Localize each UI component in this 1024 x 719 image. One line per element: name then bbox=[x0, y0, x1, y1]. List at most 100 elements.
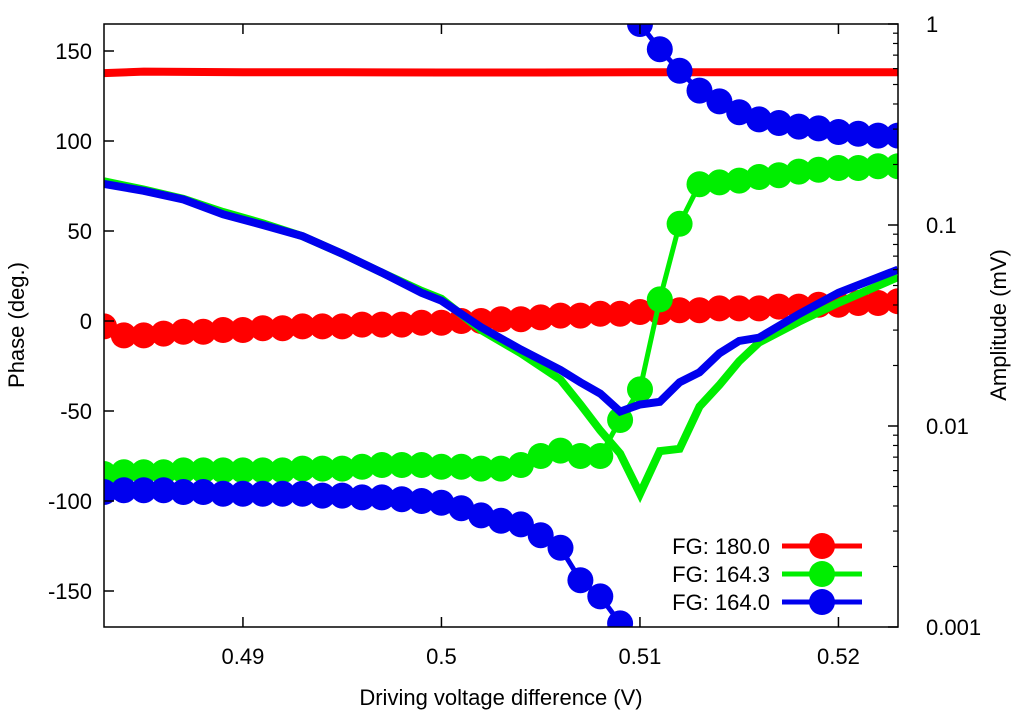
phase-point-series-2 bbox=[170, 457, 197, 484]
y-tick-label: -50 bbox=[60, 399, 92, 424]
y2-tick-label: 0.001 bbox=[926, 615, 981, 640]
phase-point-series-1 bbox=[507, 306, 534, 333]
phase-point-series-1 bbox=[726, 295, 753, 322]
phase-point-series-1 bbox=[607, 300, 634, 327]
phase-point-series-3 bbox=[269, 480, 296, 507]
phase-point-series-3 bbox=[170, 479, 197, 505]
phase-point-series-3 bbox=[865, 122, 892, 149]
phase-point-series-1 bbox=[488, 306, 514, 333]
x-tick-label: 0.51 bbox=[619, 644, 662, 669]
phase-point-series-2 bbox=[309, 455, 336, 482]
phase-point-series-2 bbox=[349, 453, 376, 480]
phase-point-series-1 bbox=[706, 295, 733, 322]
phase-point-series-2 bbox=[229, 457, 256, 484]
phase-point-series-3 bbox=[646, 36, 673, 63]
phase-point-series-3 bbox=[249, 480, 276, 507]
phase-point-series-1 bbox=[885, 288, 898, 315]
x-axis-title: Driving voltage difference (V) bbox=[359, 685, 642, 710]
phase-point-series-1 bbox=[190, 318, 217, 345]
phase-point-series-2 bbox=[428, 453, 455, 480]
phase-point-series-2 bbox=[368, 452, 395, 478]
phase-point-series-2 bbox=[269, 457, 296, 484]
phase-point-series-2 bbox=[646, 286, 673, 313]
amplitude-line-series-3 bbox=[104, 180, 898, 417]
phase-point-series-2 bbox=[289, 455, 316, 482]
legend-marker bbox=[809, 589, 835, 615]
phase-point-series-3 bbox=[507, 511, 534, 538]
phase-point-series-2 bbox=[210, 457, 237, 484]
phase-point-series-2 bbox=[408, 452, 435, 478]
phase-point-series-1 bbox=[150, 320, 177, 347]
phase-point-series-1 bbox=[865, 290, 892, 316]
plot-frame bbox=[103, 23, 899, 628]
phase-point-series-1 bbox=[329, 313, 356, 340]
phase-point-series-3 bbox=[785, 113, 812, 140]
phase-point-series-2 bbox=[746, 164, 772, 190]
phase-point-series-3 bbox=[388, 486, 415, 513]
y2-tick-label: 0.1 bbox=[926, 213, 957, 238]
phase-point-series-2 bbox=[805, 156, 832, 183]
plot-area bbox=[104, 24, 898, 627]
legend: FG: 180.0 FG: 164.3 FG: 164.0 bbox=[672, 533, 862, 615]
phase-point-series-3 bbox=[329, 482, 356, 509]
phase-point-series-1 bbox=[388, 311, 415, 338]
phase-point-series-3 bbox=[289, 480, 316, 507]
phase-point-series-1 bbox=[547, 302, 574, 329]
phase-point-series-3 bbox=[706, 88, 733, 115]
phase-point-series-3 bbox=[448, 495, 475, 522]
phase-point-series-1 bbox=[368, 311, 395, 338]
phase-point-series-3 bbox=[607, 610, 634, 627]
phase-point-series-2 bbox=[865, 153, 892, 180]
y-tick-label: -150 bbox=[48, 579, 92, 604]
phase-point-series-2 bbox=[845, 155, 872, 181]
phase-point-series-3 bbox=[686, 77, 713, 104]
phase-point-series-2 bbox=[249, 457, 276, 484]
phase-point-series-3 bbox=[150, 477, 177, 504]
phase-point-series-3 bbox=[587, 583, 614, 610]
phase-point-series-2 bbox=[468, 455, 495, 482]
phase-point-series-2 bbox=[726, 167, 753, 194]
phase-point-series-2 bbox=[567, 443, 594, 469]
phase-point-series-2 bbox=[448, 453, 475, 480]
amplitude-line-series-1 bbox=[104, 67, 898, 78]
phase-point-series-2 bbox=[627, 376, 653, 403]
phase-point-series-1 bbox=[269, 315, 296, 342]
phase-point-series-1 bbox=[587, 300, 614, 327]
phase-point-series-3 bbox=[805, 115, 832, 142]
y-tick-label: 50 bbox=[68, 219, 92, 244]
y2-tick-label: 1 bbox=[926, 12, 938, 37]
legend-marker bbox=[809, 561, 835, 587]
phase-point-series-3 bbox=[845, 120, 872, 147]
phase-point-series-2 bbox=[527, 443, 554, 469]
phase-point-series-3 bbox=[765, 110, 792, 136]
phase-point-series-3 bbox=[488, 507, 514, 534]
phase-point-series-3 bbox=[349, 484, 376, 511]
phase-point-series-2 bbox=[488, 455, 514, 482]
phase-point-series-1 bbox=[110, 322, 137, 349]
phase-point-series-3 bbox=[666, 57, 693, 84]
phase-point-series-2 bbox=[329, 455, 356, 482]
legend-marker bbox=[809, 533, 835, 559]
y-tick-label: 0 bbox=[80, 309, 92, 334]
phase-point-series-3 bbox=[825, 119, 852, 145]
phase-point-series-1 bbox=[130, 322, 157, 349]
phase-point-series-1 bbox=[428, 309, 455, 336]
legend-label: FG: 164.0 bbox=[672, 590, 770, 615]
phase-point-series-3 bbox=[468, 502, 495, 529]
phase-point-series-1 bbox=[309, 313, 336, 340]
phase-point-series-1 bbox=[686, 297, 713, 324]
phase-point-series-1 bbox=[746, 295, 772, 322]
y-axis-title: Phase (deg.) bbox=[4, 262, 29, 388]
phase-point-series-1 bbox=[765, 293, 792, 320]
phase-point-series-2 bbox=[686, 171, 713, 198]
phase-point-series-2 bbox=[885, 153, 898, 180]
phase-point-series-2 bbox=[110, 459, 137, 486]
phase-point-series-2 bbox=[825, 155, 852, 181]
data-layer bbox=[104, 24, 898, 627]
phase-point-series-1 bbox=[249, 315, 276, 342]
phase-point-series-2 bbox=[150, 459, 177, 486]
phase-point-series-1 bbox=[527, 304, 554, 331]
y2-tick-label: 0.01 bbox=[926, 414, 969, 439]
phase-point-series-1 bbox=[210, 317, 237, 343]
